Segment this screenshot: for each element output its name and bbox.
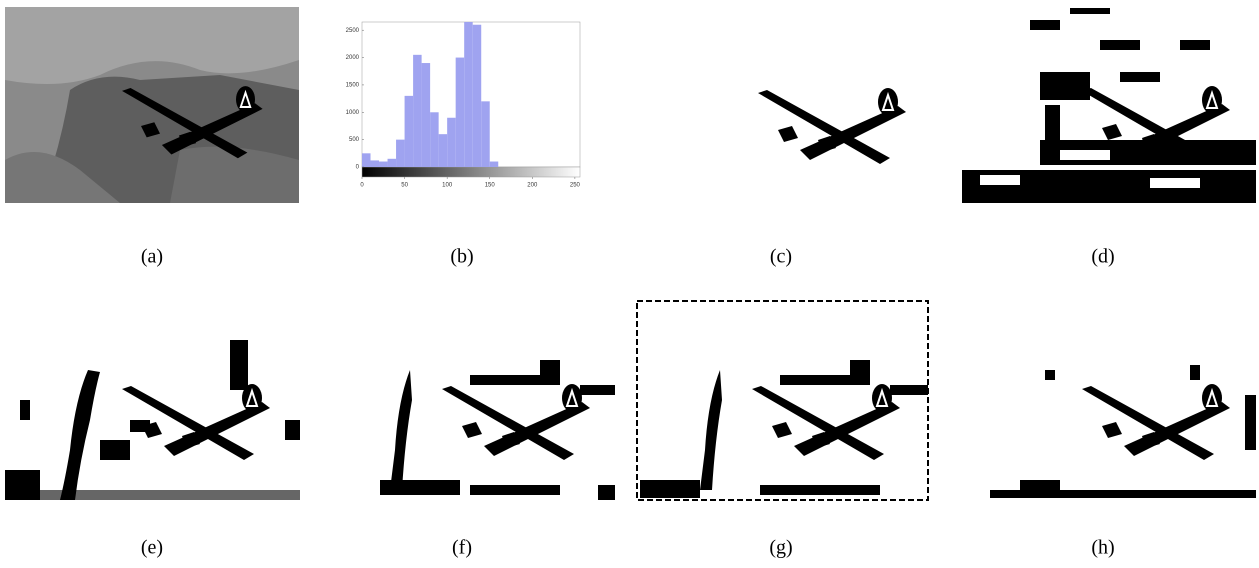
y-tick-label: 1500 [346, 83, 360, 89]
bar [404, 95, 414, 167]
panel-image-d [962, 8, 1256, 203]
caption: (a) [141, 246, 163, 268]
bar [370, 160, 380, 167]
bar [421, 63, 431, 167]
bar [430, 112, 439, 167]
panel-image-g [636, 300, 929, 501]
panel-histogram-b: 0 500 1000 1500 2000 2500 0 50 100 150 200 250 [346, 21, 581, 189]
bar [489, 161, 499, 167]
bar [413, 54, 422, 168]
bar [387, 158, 397, 167]
y-tick-label: 1000 [346, 110, 360, 116]
panel-image-c [757, 87, 907, 165]
bar [379, 161, 388, 167]
y-tick-label: 2000 [346, 55, 360, 61]
y-tick-label: 0 [356, 165, 360, 171]
bar [481, 101, 490, 167]
bar [438, 134, 448, 167]
panel-image-h [990, 365, 1256, 498]
y-tick-label: 2500 [346, 28, 360, 34]
x-tick-label: 250 [570, 183, 581, 189]
x-tick-label: 200 [527, 183, 538, 189]
caption: (e) [141, 537, 163, 559]
bar [455, 57, 465, 167]
bar [472, 24, 482, 167]
caption: (g) [769, 537, 792, 559]
bar [464, 22, 473, 167]
captions: (a) (b) (c) (d) (e) (f) (g) (h) [141, 246, 1115, 559]
x-tick-label: 150 [485, 183, 496, 189]
caption: (h) [1091, 537, 1114, 559]
caption: (b) [450, 246, 473, 268]
bar [447, 117, 456, 167]
y-tick-label: 500 [349, 137, 360, 143]
panel-image-a [5, 7, 299, 203]
panel-image-f [380, 360, 615, 500]
x-tick-label: 0 [360, 183, 364, 189]
x-tick-label: 50 [401, 183, 408, 189]
bar [362, 153, 371, 167]
panel-image-e [5, 340, 300, 500]
caption: (f) [452, 537, 472, 559]
caption: (c) [770, 246, 792, 268]
bar [396, 139, 405, 167]
caption: (d) [1091, 246, 1114, 268]
x-tick-label: 100 [442, 183, 453, 189]
